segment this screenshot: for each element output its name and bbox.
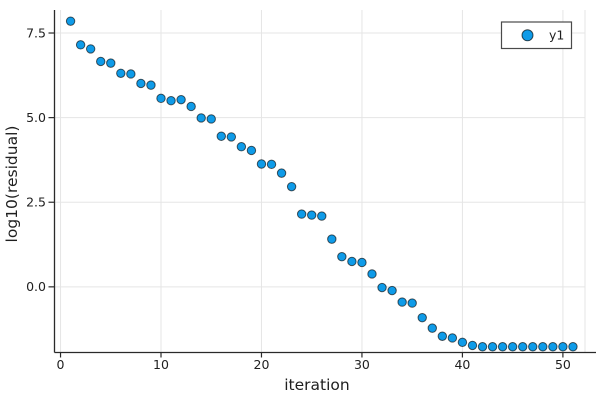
data-point [518, 342, 528, 352]
data-point [467, 340, 478, 351]
data-point [266, 159, 277, 170]
data-point [558, 342, 568, 352]
data-point [146, 80, 156, 90]
data-point [487, 342, 498, 352]
data-point [387, 285, 397, 296]
data-point [407, 298, 417, 308]
data-point [75, 40, 86, 50]
data-point [186, 101, 196, 112]
data-point [538, 342, 548, 352]
data-point [568, 342, 578, 352]
x-tick-label: 20 [254, 357, 270, 372]
data-point [447, 333, 458, 343]
data-point [296, 209, 307, 219]
data-point [417, 312, 427, 323]
data-point [276, 168, 287, 178]
data-point [236, 142, 247, 152]
legend-label: y1 [549, 28, 564, 43]
data-point [497, 342, 508, 352]
data-point [377, 282, 387, 293]
data-point [357, 257, 367, 268]
data-point [507, 342, 518, 352]
data-point [196, 113, 206, 123]
data-point [327, 234, 337, 244]
data-point [347, 256, 357, 267]
legend-box [500, 21, 573, 50]
y-tick-label: 5.0 [26, 110, 46, 125]
data-point [367, 269, 377, 279]
x-tick-label: 10 [153, 357, 169, 372]
legend: y1 [500, 21, 573, 50]
gridlines [54, 10, 586, 353]
legend-marker-icon [521, 29, 534, 42]
data-point [477, 342, 488, 352]
data-point [126, 69, 136, 79]
x-tick-label: 50 [555, 357, 571, 372]
x-tick-label: 0 [57, 357, 65, 372]
data-point [116, 68, 126, 78]
data-point [216, 131, 226, 141]
y-axis-label: log10(residual) [3, 126, 21, 243]
data-point [307, 210, 317, 220]
data-point [246, 145, 257, 156]
data-point [397, 297, 407, 307]
data-point [176, 94, 186, 105]
data-point [65, 16, 76, 26]
data-point [427, 323, 437, 333]
tick-labels: 0 10 20 30 40 50 0.0 2.5 5.0 7.5 [26, 25, 571, 372]
y-tick-label: 0.0 [26, 279, 46, 294]
data-points [65, 16, 578, 352]
data-point [286, 181, 297, 192]
data-point [85, 44, 96, 54]
data-point [457, 337, 468, 348]
x-tick-label: 30 [354, 357, 370, 372]
data-point [548, 342, 558, 352]
data-point [528, 342, 538, 352]
data-point [256, 159, 267, 169]
data-point [437, 331, 448, 341]
data-point [226, 132, 237, 142]
x-tick-label: 40 [454, 357, 470, 372]
x-axis-label: iteration [284, 376, 349, 394]
data-point [206, 114, 216, 124]
data-point [106, 58, 116, 68]
data-point [156, 93, 166, 104]
data-point [317, 211, 327, 221]
data-point [166, 96, 176, 106]
data-point [136, 78, 146, 89]
y-tick-label: 2.5 [26, 195, 46, 210]
axes [48, 10, 596, 358]
data-point [337, 252, 347, 262]
data-point [96, 56, 106, 67]
y-tick-label: 7.5 [26, 25, 46, 40]
